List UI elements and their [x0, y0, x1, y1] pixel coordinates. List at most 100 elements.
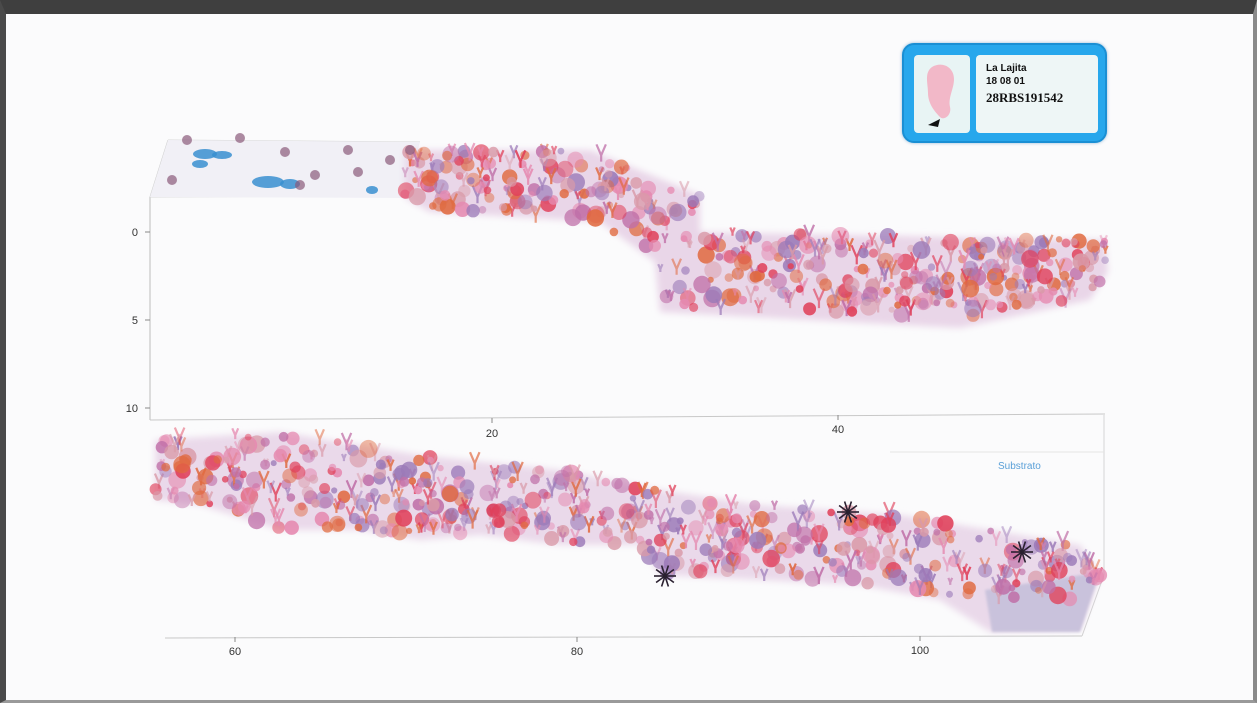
- organism-mark: [874, 276, 883, 290]
- organism-mark: [732, 288, 738, 296]
- organism-mark: [715, 298, 727, 315]
- organism-mark: [680, 230, 692, 243]
- organism-mark: [711, 232, 724, 252]
- organism-mark: [646, 545, 656, 554]
- organism-mark: [929, 559, 942, 572]
- organism-mark: [1036, 268, 1053, 285]
- organism-mark: [826, 294, 841, 309]
- organism-mark: [386, 476, 398, 492]
- y-tick-label-5: 5: [132, 315, 138, 327]
- organism-mark: [675, 527, 681, 535]
- organism-mark: [687, 195, 699, 208]
- organism-mark: [558, 492, 573, 507]
- organism-mark: [1047, 248, 1057, 258]
- organism-mark: [882, 544, 896, 559]
- organism-mark: [835, 244, 848, 258]
- organism-mark: [340, 453, 347, 462]
- organism-mark: [1030, 579, 1043, 593]
- organism-mark: [385, 155, 395, 165]
- organism-mark: [997, 563, 1006, 576]
- organism-mark: [231, 467, 242, 478]
- organism-mark: [711, 545, 719, 552]
- organism-mark: [613, 159, 629, 175]
- organism-mark: [260, 459, 271, 470]
- organism-mark: [831, 227, 850, 245]
- organism-mark: [1055, 295, 1068, 307]
- organism-mark: [278, 431, 289, 442]
- organism-mark: [487, 167, 498, 182]
- organism-mark: [961, 279, 980, 298]
- urchin-mark: [664, 575, 675, 584]
- algae-mark: [280, 179, 300, 189]
- organism-mark: [289, 461, 301, 473]
- organism-mark: [975, 534, 983, 543]
- organism-mark: [317, 443, 327, 457]
- organism-mark: [723, 541, 733, 551]
- organism-mark: [270, 508, 282, 526]
- organism-mark: [412, 151, 423, 167]
- organism-mark: [654, 508, 667, 527]
- organism-mark: [528, 191, 535, 198]
- organism-mark: [1070, 238, 1078, 246]
- lower-panel: 60 80 100 Substrato: [149, 415, 1108, 658]
- organism-mark: [720, 529, 729, 542]
- organism-mark: [761, 245, 777, 261]
- organism-mark: [682, 287, 692, 302]
- organism-mark: [738, 295, 747, 305]
- organism-mark: [1086, 239, 1101, 253]
- organism-mark: [514, 149, 527, 168]
- organism-mark: [280, 147, 290, 157]
- organism-mark: [1053, 548, 1068, 563]
- organism-mark: [427, 456, 434, 464]
- organism-mark: [530, 474, 540, 485]
- organism-mark: [751, 565, 761, 579]
- organism-mark: [822, 556, 831, 564]
- organism-mark: [379, 462, 387, 470]
- organism-mark: [221, 476, 229, 483]
- organism-mark: [328, 463, 337, 472]
- organism-mark: [681, 499, 696, 515]
- organism-mark: [942, 233, 959, 251]
- organism-mark: [486, 503, 502, 518]
- organism-mark: [925, 276, 941, 292]
- organism-mark: [1008, 237, 1020, 255]
- organism-mark: [395, 509, 413, 527]
- organism-mark: [266, 480, 276, 494]
- organism-mark: [1011, 299, 1022, 310]
- urchin-mark: [843, 511, 849, 523]
- organism-mark: [458, 172, 469, 187]
- organism-mark: [964, 299, 982, 318]
- organism-mark: [454, 201, 471, 217]
- organism-mark: [550, 145, 558, 155]
- urchin-mark: [1021, 544, 1032, 553]
- organism-mark: [231, 427, 240, 440]
- organism-mark: [809, 238, 821, 257]
- organism-mark: [985, 260, 993, 271]
- organism-mark: [803, 302, 817, 316]
- organism-mark: [1052, 560, 1066, 580]
- organism-mark: [1012, 265, 1023, 275]
- organism-mark: [934, 288, 946, 300]
- organism-mark: [260, 437, 270, 447]
- upper-x-ticks: 20 40: [486, 415, 844, 440]
- organism-mark: [678, 180, 690, 197]
- organism-mark: [622, 211, 640, 229]
- organism-mark: [405, 145, 415, 155]
- urchin-mark: [660, 575, 666, 587]
- organism-mark: [642, 488, 653, 500]
- organism-mark: [408, 477, 417, 485]
- organism-mark: [919, 527, 929, 537]
- organism-mark: [477, 154, 487, 168]
- organism-mark: [273, 507, 285, 526]
- organism-mark: [536, 184, 553, 202]
- organism-mark: [707, 498, 717, 508]
- organism-mark: [828, 558, 837, 567]
- organism-mark: [671, 258, 683, 275]
- organism-mark: [851, 536, 868, 553]
- organism-mark: [1091, 251, 1099, 261]
- island-map-icon: [914, 55, 970, 133]
- organism-mark: [901, 271, 909, 279]
- organism-mark: [1068, 575, 1076, 583]
- organism-mark: [418, 513, 431, 533]
- organism-mark: [1088, 283, 1097, 292]
